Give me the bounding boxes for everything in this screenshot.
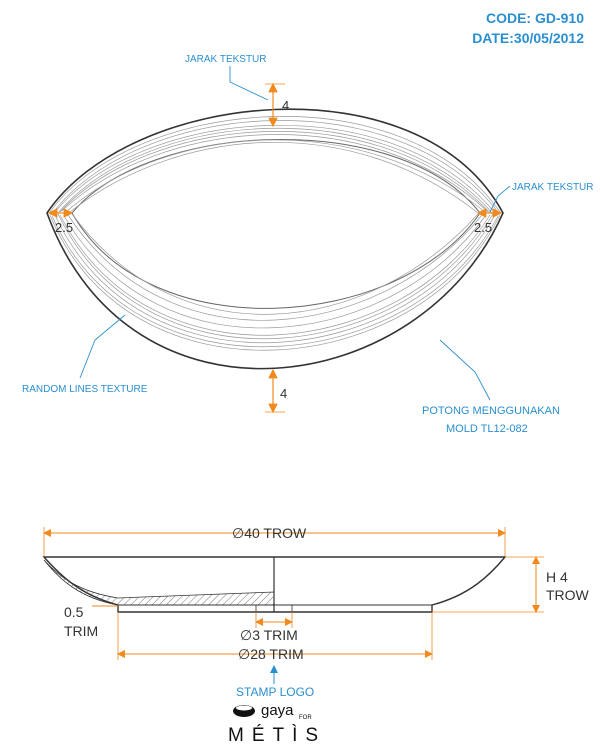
- texture-lines-top: [49, 116, 501, 215]
- leader-cut-note: [439, 339, 491, 401]
- date-label: DATE:30/05/2012: [472, 30, 584, 46]
- texture-lines-bottom: [49, 213, 501, 351]
- dim-bottom-value: 4: [280, 386, 287, 401]
- leader-texture-top: [229, 66, 269, 101]
- label-texture-top: JARAK TEKSTUR: [185, 54, 267, 65]
- brand-mark-inner: [236, 705, 252, 711]
- label-inner-large: ∅28 TRIM: [238, 646, 304, 662]
- label-trim-text: TRIM: [64, 623, 98, 639]
- leaf-outline: [46, 108, 504, 370]
- label-height-2: TROW: [546, 587, 590, 603]
- code-label: CODE: GD-910: [485, 10, 584, 26]
- brand-logo: gaya FOR MÉTÌS: [228, 702, 326, 746]
- brand-name: MÉTÌS: [228, 725, 326, 746]
- label-height-1: H 4: [546, 569, 568, 585]
- top-view: 4 4 2.5 2.5 JARAK TEKSTUR JARAK TEKSTUR …: [22, 54, 594, 435]
- leader-random-lines: [79, 314, 126, 379]
- dim-left-value: 2.5: [55, 220, 73, 235]
- cut-note-line1: POTONG MENGGUNAKAN: [422, 405, 560, 417]
- label-random-lines: RANDOM LINES TEXTURE: [22, 384, 148, 395]
- leader-texture-right: [489, 185, 511, 213]
- brand-for: FOR: [299, 715, 312, 721]
- label-outer-diameter: ∅40 TROW: [232, 525, 307, 541]
- dim-top-value: 4: [282, 98, 289, 113]
- side-view: ∅40 TROW H 4 TROW 0.5 TRIM: [42, 525, 590, 699]
- brand-sub: gaya: [261, 702, 294, 719]
- dim-right-value: 2.5: [474, 220, 492, 235]
- label-texture-right: JARAK TEKSTUR: [512, 182, 594, 193]
- cut-note-line2: MOLD TL12-082: [446, 423, 528, 435]
- label-trim-value: 0.5: [64, 604, 84, 620]
- label-stamp-logo: STAMP LOGO: [236, 685, 314, 699]
- label-inner-small: ∅3 TRIM: [240, 627, 298, 643]
- stamp-recess: [255, 604, 293, 613]
